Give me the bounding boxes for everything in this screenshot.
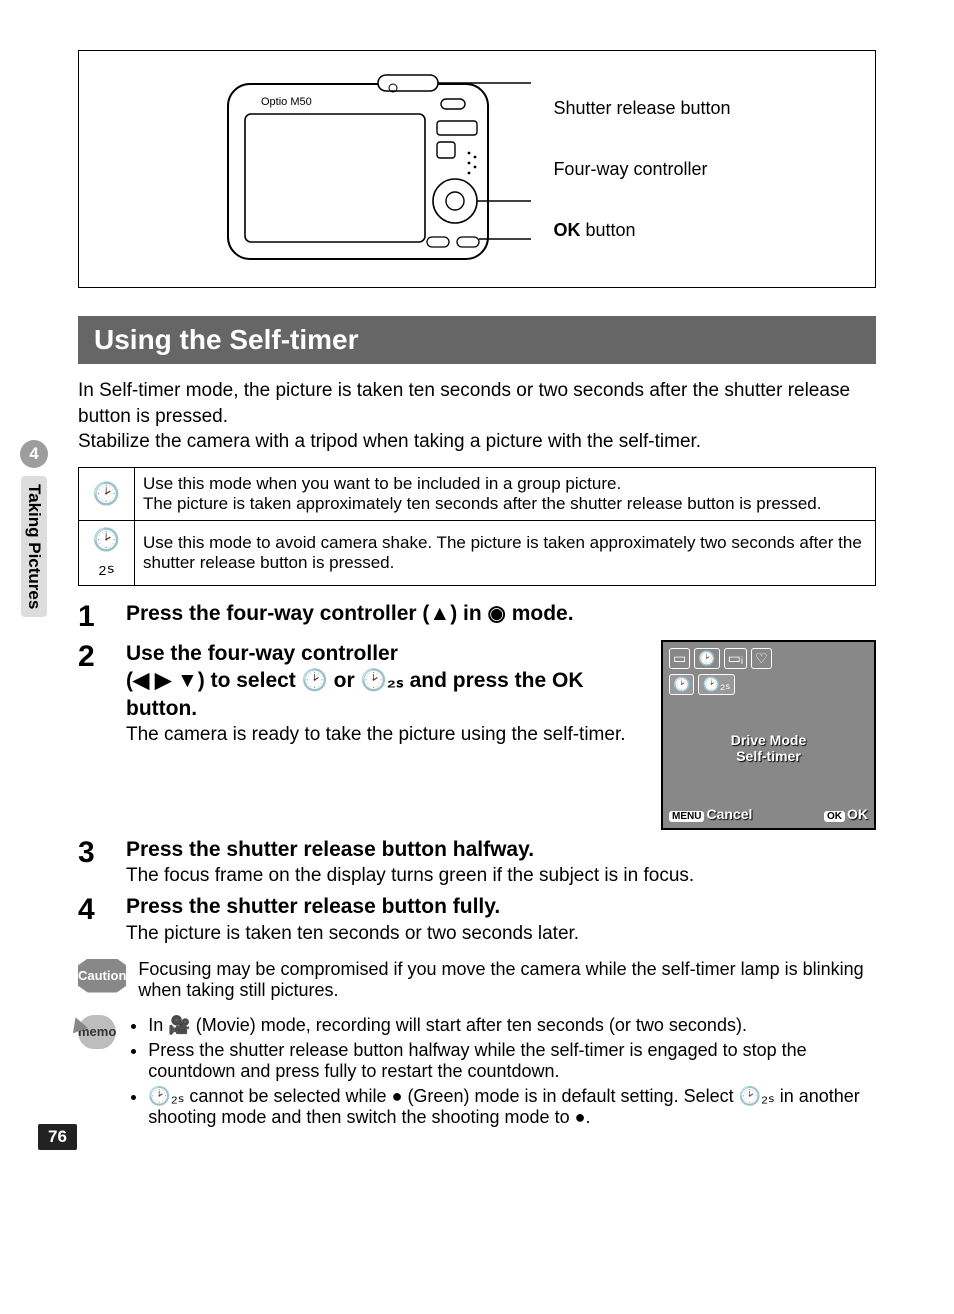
sub-icon-timer: 🕑 [669,674,694,695]
steps-list: 1 Press the four-way controller (▲) in ◉… [78,600,876,945]
list-item: Press the shutter release button halfway… [148,1040,876,1082]
lcd-line1: Drive Mode [663,732,874,748]
label-shutter: Shutter release button [553,98,730,119]
camera-illustration: Optio M50 [223,69,533,269]
caution-icon: Caution [78,959,126,993]
mode-icon-single: ▭ [669,648,690,669]
step-title: Press the shutter release button halfway… [126,836,876,863]
caution-note: Caution Focusing may be compromised if y… [78,959,876,1001]
chapter-label: Taking Pictures [21,476,47,617]
timer-2s-icon: 🕑₂ₛ [739,1086,775,1106]
list-item: In 🎥 (Movie) mode, recording will start … [148,1015,876,1036]
step-1: 1 Press the four-way controller (▲) in ◉… [78,600,876,634]
camera-diagram-box: Optio M50 Shutter release button Four-wa… [78,50,876,288]
menu-badge: MENU [669,811,704,822]
step-number: 2 [78,640,126,830]
timer-10s-desc: Use this mode when you want to be includ… [135,467,876,520]
memo-icon: memo [78,1015,116,1049]
intro-text: In Self-timer mode, the picture is taken… [78,378,876,455]
timer-2s-icon: 🕑₂ₛ [360,669,403,692]
step-3: 3 Press the shutter release button halfw… [78,836,876,887]
label-fourway: Four-way controller [553,159,730,180]
camera-mode-icon: ◉ [488,602,506,625]
section-heading: Using the Self-timer [78,316,876,364]
step-desc: The focus frame on the display turns gre… [126,865,876,887]
timer-2s-desc: Use this mode to avoid camera shake. The… [135,520,876,585]
green-mode-icon: ● [392,1086,403,1106]
ok-label: OK [847,806,868,822]
table-row: 🕑 Use this mode when you want to be incl… [79,467,876,520]
memo-note: memo In 🎥 (Movie) mode, recording will s… [78,1015,876,1132]
side-tab: 4 Taking Pictures [20,440,48,617]
mode-icon-timer: 🕑 [694,648,719,669]
sub-icon-timer-2s: 🕑₂ₛ [698,674,734,695]
mode-icon-cont: ▭ᵢ [724,648,747,669]
green-mode-icon: ● [575,1107,586,1127]
label-ok-bold: OK [553,220,580,240]
movie-icon: 🎥 [168,1015,190,1035]
lcd-preview: ▭ 🕑 ▭ᵢ ♡ 🕑 🕑₂ₛ Drive Mode Self-timer [661,640,876,830]
camera-label-column: Shutter release button Four-way controll… [553,98,730,241]
timer-2s-icon: 🕑₂ₛ [79,520,135,585]
step-desc: The picture is taken ten seconds or two … [126,923,876,945]
step-title: Press the four-way controller (▲) in ◉ m… [126,600,876,627]
page-number: 76 [38,1124,77,1150]
cancel-label: Cancel [706,806,752,822]
list-item: 🕑₂ₛ cannot be selected while ● (Green) m… [148,1086,876,1128]
svg-text:Optio M50: Optio M50 [261,96,312,108]
manual-page: 4 Taking Pictures Optio M50 [0,0,954,1172]
timer-2s-icon: 🕑₂ₛ [148,1086,184,1106]
ok-badge: OK [824,811,845,822]
step-2: 2 ▭ 🕑 ▭ᵢ ♡ 🕑 🕑₂ₛ Drive Mode Se [78,640,876,830]
chapter-badge: 4 [20,440,48,468]
step-number: 1 [78,600,126,634]
table-row: 🕑₂ₛ Use this mode to avoid camera shake.… [79,520,876,585]
lcd-line2: Self-timer [663,748,874,764]
step-4: 4 Press the shutter release button fully… [78,893,876,944]
timer-10s-icon: 🕑 [79,467,135,520]
step-number: 3 [78,836,126,887]
timer-icon: 🕑 [302,669,328,692]
step-number: 4 [78,893,126,944]
memo-list: In 🎥 (Movie) mode, recording will start … [128,1015,876,1132]
step-title: Press the shutter release button fully. [126,893,876,920]
mode-icon-heart: ♡ [751,648,772,669]
timer-modes-table: 🕑 Use this mode when you want to be incl… [78,467,876,586]
label-ok-rest: button [580,220,635,240]
caution-text: Focusing may be compromised if you move … [138,959,876,1001]
